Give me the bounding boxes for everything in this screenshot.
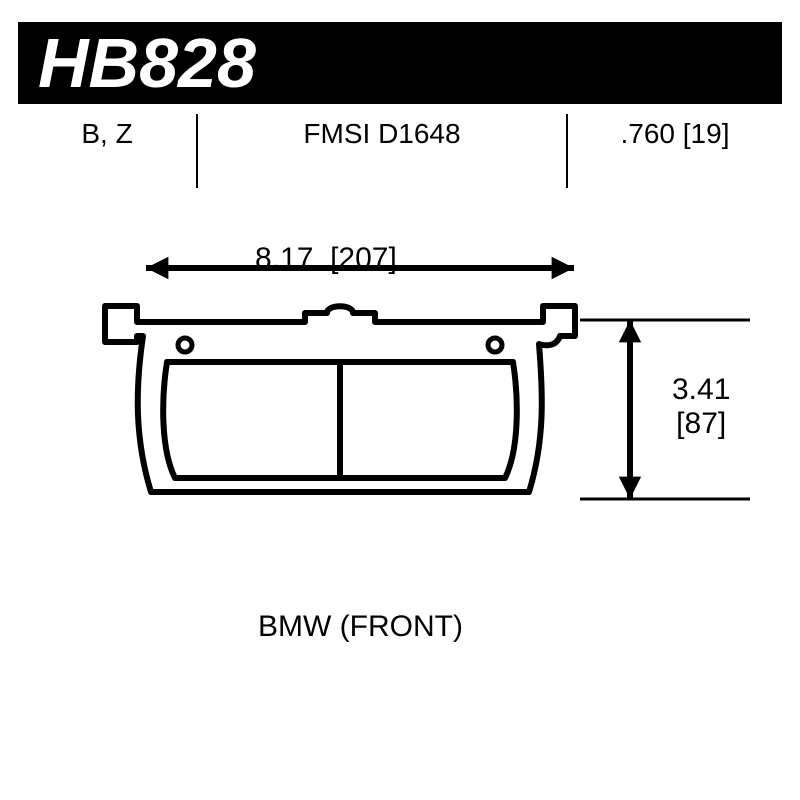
diagram-canvas: HB828 B, Z FMSI D1648 .760 [19] 8.17 [20… (0, 0, 800, 800)
height-dimension-label: 3.41 [87] (672, 373, 730, 441)
height-mm: [87] (676, 407, 726, 440)
application-text: BMW (FRONT) (258, 610, 463, 643)
height-in: 3.41 (672, 373, 730, 406)
application-label: BMW (FRONT) (258, 610, 463, 644)
brake-pad-outline (95, 300, 585, 510)
